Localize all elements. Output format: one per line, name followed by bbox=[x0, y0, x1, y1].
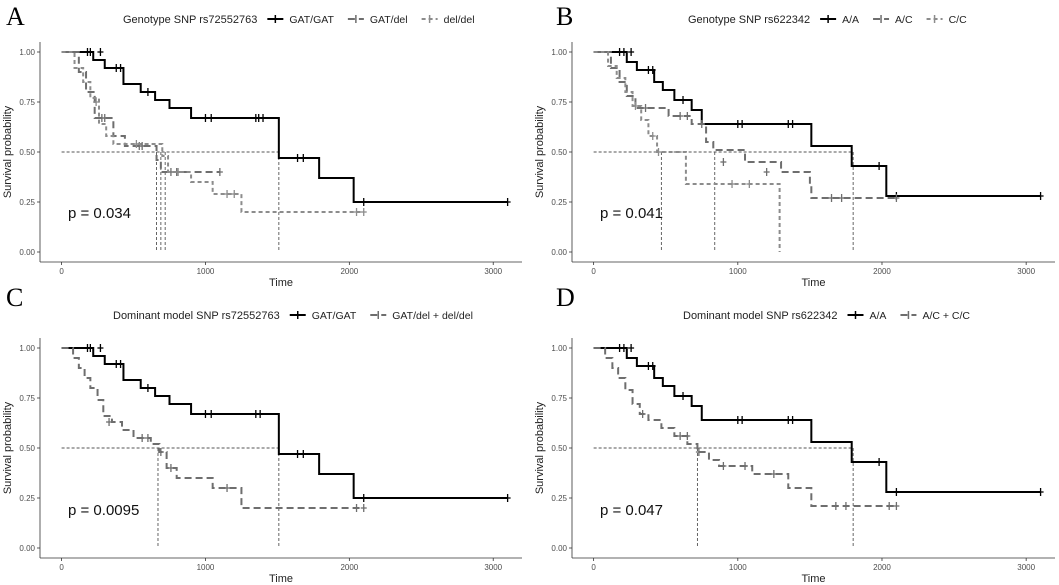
survival-curve-2 bbox=[593, 347, 900, 510]
legend-title: Dominant model SNP rs622342 bbox=[683, 310, 838, 322]
survival-curve-1 bbox=[61, 344, 511, 502]
legend-entry: GAT/del bbox=[370, 14, 408, 26]
y-tick-label: 0.25 bbox=[19, 198, 35, 207]
legend-entry: GAT/GAT bbox=[312, 310, 357, 322]
legend-entry: del/del bbox=[444, 14, 475, 26]
legend: Genotype SNP rs72552763 GAT/GAT GAT/del del… bbox=[123, 14, 475, 26]
x-tick-label: 0 bbox=[59, 267, 64, 276]
legend-entry: A/C + C/C bbox=[922, 310, 970, 322]
x-axis-title: Time bbox=[801, 277, 825, 289]
legend-entry: C/C bbox=[949, 14, 968, 26]
y-tick-label: 0.75 bbox=[19, 98, 35, 107]
x-tick-label: 2000 bbox=[873, 267, 891, 276]
survival-step-line bbox=[593, 347, 1041, 493]
x-tick-label: 0 bbox=[59, 563, 64, 572]
survival-step-line bbox=[61, 51, 364, 213]
x-tick-label: 3000 bbox=[484, 563, 502, 572]
survival-curve-1 bbox=[593, 48, 1044, 200]
survival-step-line bbox=[593, 51, 781, 252]
survival-step-line bbox=[61, 347, 508, 499]
p-value-label: p = 0.0095 bbox=[68, 502, 139, 519]
y-tick-label: 0.00 bbox=[19, 544, 35, 553]
y-tick-label: 0.75 bbox=[551, 98, 567, 107]
p-value-label: p = 0.041 bbox=[600, 205, 663, 222]
km-panel-d: D Dominant model SNP rs622342 A/A A/C + C/C… bbox=[534, 283, 1055, 585]
panel-letter: C bbox=[6, 283, 23, 312]
y-axis-title: Survival probability bbox=[2, 401, 14, 494]
y-tick-label: 1.00 bbox=[551, 344, 567, 353]
km-panel-a: A Genotype SNP rs72552763 GAT/GAT GAT/del de… bbox=[2, 2, 522, 289]
y-tick-label: 0.50 bbox=[551, 148, 567, 157]
survival-step-line bbox=[61, 347, 364, 509]
median-reference-lines bbox=[593, 151, 854, 252]
y-tick-label: 0.25 bbox=[551, 494, 567, 503]
x-tick-label: 2000 bbox=[873, 563, 891, 572]
y-tick-label: 0.50 bbox=[19, 444, 35, 453]
x-tick-label: 0 bbox=[591, 563, 596, 572]
km-panel-c: C Dominant model SNP rs72552763 GAT/GAT GAT… bbox=[2, 283, 522, 585]
legend-entry: GAT/GAT bbox=[289, 14, 334, 26]
median-reference-lines bbox=[593, 447, 854, 548]
p-value-label: p = 0.034 bbox=[68, 205, 131, 222]
y-axis-title: Survival probability bbox=[534, 105, 546, 198]
x-tick-label: 3000 bbox=[484, 267, 502, 276]
legend-title: Genotype SNP rs72552763 bbox=[123, 14, 257, 26]
x-tick-label: 1000 bbox=[729, 563, 747, 572]
survival-curve-2 bbox=[61, 347, 367, 512]
x-tick-label: 1000 bbox=[729, 267, 747, 276]
y-tick-label: 1.00 bbox=[19, 48, 35, 57]
legend-entry: A/A bbox=[870, 310, 887, 322]
legend: Dominant model SNP rs72552763 GAT/GAT GAT/… bbox=[113, 310, 473, 322]
x-tick-label: 2000 bbox=[340, 267, 358, 276]
y-tick-label: 0.25 bbox=[19, 494, 35, 503]
legend: Dominant model SNP rs622342 A/A A/C + C/C bbox=[683, 310, 970, 322]
panel-letter: A bbox=[6, 2, 25, 31]
survival-curve-3 bbox=[61, 51, 367, 216]
y-tick-label: 0.00 bbox=[19, 248, 35, 257]
y-tick-label: 0.00 bbox=[551, 248, 567, 257]
legend-title: Genotype SNP rs622342 bbox=[688, 14, 810, 26]
y-tick-label: 0.25 bbox=[551, 198, 567, 207]
survival-step-line bbox=[593, 347, 897, 507]
survival-step-line bbox=[593, 51, 1041, 197]
y-axis-title: Survival probability bbox=[2, 105, 14, 198]
x-tick-label: 3000 bbox=[1017, 563, 1035, 572]
median-reference-lines bbox=[61, 151, 280, 252]
legend-entry: GAT/del + del/del bbox=[392, 310, 473, 322]
survival-curve-1 bbox=[593, 344, 1044, 496]
km-panel-b: B Genotype SNP rs622342 A/A A/C C/C 0.00 0.25 0… bbox=[534, 2, 1055, 289]
y-tick-label: 0.00 bbox=[551, 544, 567, 553]
x-axis-title: Time bbox=[801, 573, 825, 585]
y-tick-label: 1.00 bbox=[551, 48, 567, 57]
y-tick-label: 1.00 bbox=[19, 344, 35, 353]
survival-curve-3 bbox=[593, 51, 781, 252]
median-reference-lines bbox=[61, 447, 280, 548]
survival-step-line bbox=[61, 51, 508, 203]
legend-title: Dominant model SNP rs72552763 bbox=[113, 310, 280, 322]
x-axis-title: Time bbox=[269, 573, 293, 585]
legend: Genotype SNP rs622342 A/A A/C C/C bbox=[688, 14, 967, 26]
legend-entry: A/C bbox=[895, 14, 913, 26]
y-axis-title: Survival probability bbox=[534, 401, 546, 494]
x-tick-label: 1000 bbox=[197, 267, 215, 276]
x-tick-label: 3000 bbox=[1017, 267, 1035, 276]
x-tick-label: 2000 bbox=[340, 563, 358, 572]
panel-letter: B bbox=[556, 2, 573, 31]
y-tick-label: 0.50 bbox=[19, 148, 35, 157]
survival-curve-1 bbox=[61, 48, 511, 206]
survival-curve-2 bbox=[61, 51, 223, 176]
p-value-label: p = 0.047 bbox=[600, 502, 663, 519]
survival-step-line bbox=[61, 51, 220, 173]
legend-entry: A/A bbox=[842, 14, 859, 26]
survival-curve-2 bbox=[593, 51, 900, 202]
x-axis-title: Time bbox=[269, 277, 293, 289]
y-tick-label: 0.75 bbox=[19, 394, 35, 403]
x-tick-label: 0 bbox=[591, 267, 596, 276]
x-tick-label: 1000 bbox=[197, 563, 215, 572]
y-tick-label: 0.75 bbox=[551, 394, 567, 403]
y-tick-label: 0.50 bbox=[551, 444, 567, 453]
panel-letter: D bbox=[556, 283, 575, 312]
